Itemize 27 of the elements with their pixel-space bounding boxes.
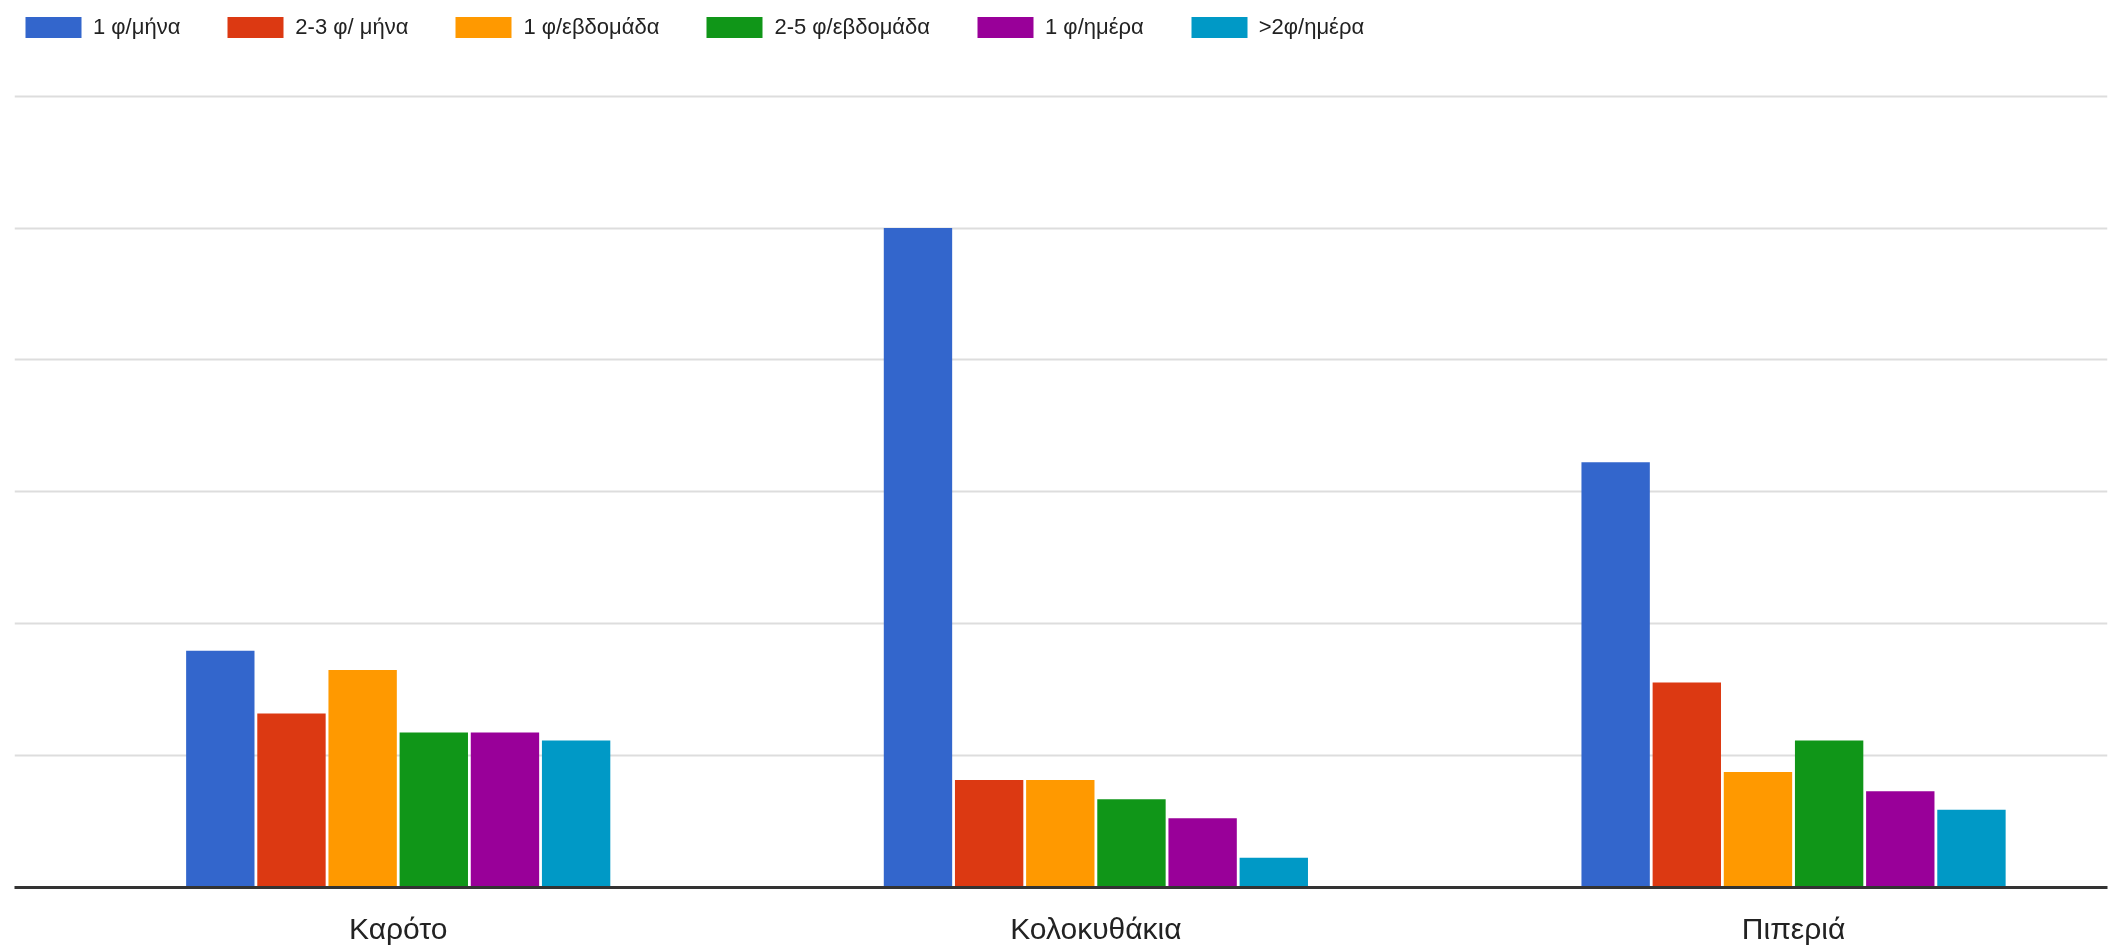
- bar: [1937, 809, 2006, 888]
- bar: [1652, 682, 1721, 888]
- bar: [541, 740, 611, 888]
- legend-label: 1 φ/ημέρα: [1045, 14, 1144, 40]
- bar: [1026, 780, 1095, 888]
- bar: [1581, 462, 1650, 888]
- bar: [399, 732, 468, 888]
- x-tick-label: Πιπεριά: [1741, 911, 1846, 945]
- bar: [1168, 818, 1237, 888]
- bar: [954, 780, 1024, 888]
- legend-label: 1 φ/μήνα: [93, 14, 181, 40]
- legend-label: >2φ/ημέρα: [1258, 14, 1365, 40]
- legend-label: 1 φ/εβδομάδα: [523, 14, 660, 40]
- x-tick-label: Καρότο: [349, 911, 448, 945]
- bar: [1097, 799, 1166, 888]
- bar: [257, 713, 326, 888]
- x-tick-label: Κολοκυθάκια: [1010, 911, 1182, 945]
- legend-label: 2-3 φ/ μήνα: [295, 14, 409, 40]
- bar: [883, 228, 953, 888]
- bar: [1866, 791, 1935, 888]
- bar: [328, 669, 397, 888]
- bar: [1794, 740, 1864, 888]
- bar: [1723, 772, 1793, 888]
- bar: [1239, 857, 1308, 888]
- bar: [470, 732, 540, 888]
- legend-label: 2-5 φ/εβδομάδα: [774, 14, 931, 40]
- bar: [186, 650, 255, 888]
